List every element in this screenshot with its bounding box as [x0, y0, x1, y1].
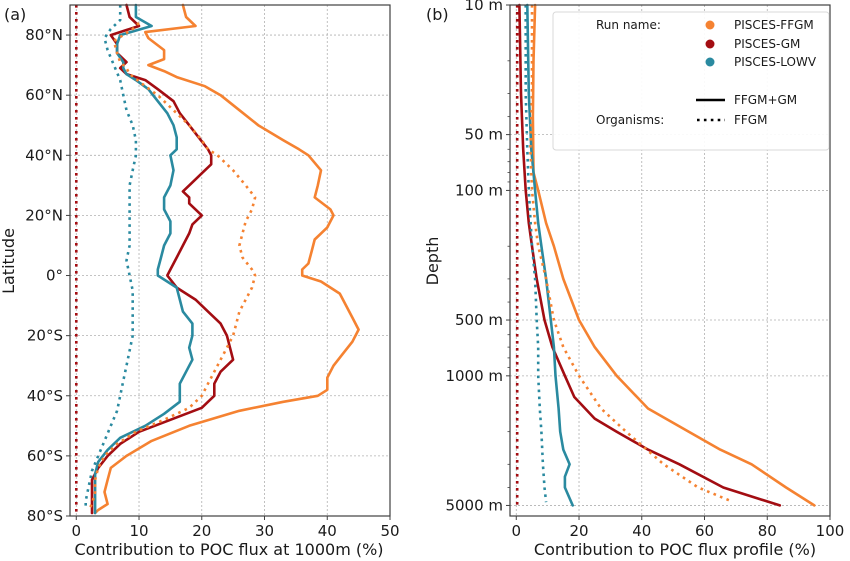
legend-style-solid: FFGM+GM	[734, 93, 797, 107]
legend: Run name: PISCES-FFGM PISCES-GM PISCES-L…	[552, 11, 830, 151]
legend-dot-pisces-gm	[705, 39, 715, 49]
y-tick-label: 60°S	[27, 447, 63, 465]
series-pisces-lowv-solid	[525, 3, 575, 507]
series-pisces-ffgm-solid	[531, 3, 816, 507]
y-tick-label: 10 m	[465, 0, 503, 14]
legend-dot-pisces-ffgm	[705, 20, 715, 30]
y-tick-label: 500 m	[455, 311, 503, 329]
x-tick-label: 0	[72, 522, 82, 540]
series-pisces-ffgm-dotted	[529, 5, 731, 502]
y-tick-label: 80°N	[25, 26, 63, 44]
series-pisces-gm-solid	[90, 3, 235, 515]
panel-b-ticks: 0 20 40 60 80 100 10 m 50 m 100 m 500 m 1000 m 5000…	[445, 0, 844, 540]
x-tick-label: 40	[318, 522, 337, 540]
panel-b-frame	[509, 4, 831, 517]
y-tick-label: 1000 m	[445, 367, 503, 385]
series-pisces-ffgm-dotted	[87, 22, 257, 511]
legend-run-pisces-ffgm: PISCES-FFGM	[734, 18, 814, 32]
panel-a-ticks: 0 10 20 30 40 50 80°N 60°N 40°N 20°N 0° 20°S 40°S 60°…	[25, 26, 399, 540]
y-tick-label: 40°N	[25, 146, 63, 164]
y-tick-label: 100 m	[455, 181, 503, 199]
legend-organisms-title: Organisms:	[596, 113, 664, 127]
x-tick-label: 50	[380, 522, 399, 540]
panel-b-x-axis-label: Contribution to POC flux profile (%)	[534, 540, 816, 559]
x-tick-label: 20	[569, 522, 588, 540]
y-tick-label: 20°S	[27, 327, 63, 345]
x-tick-label: 0	[512, 522, 522, 540]
legend-run-pisces-lowv: PISCES-LOWV	[734, 55, 817, 69]
y-tick-label: 40°S	[27, 387, 63, 405]
panel-a-y-axis-label: Latitude	[0, 228, 18, 294]
series-pisces-gm-solid	[518, 3, 782, 507]
x-tick-label: 20	[192, 522, 211, 540]
legend-run-title: Run name:	[596, 18, 661, 32]
y-tick-label: 60°N	[25, 86, 63, 104]
x-tick-label: 40	[632, 522, 651, 540]
panel-b-series	[515, 3, 816, 507]
y-tick-label: 5000 m	[445, 496, 503, 514]
x-tick-label: 60	[695, 522, 714, 540]
y-tick-label: 80°S	[27, 507, 63, 525]
legend-style-dotted: FFGM	[734, 113, 767, 127]
panel-a-x-axis-label: Contribution to POC flux at 1000m (%)	[74, 540, 383, 559]
legend-run-pisces-gm: PISCES-GM	[734, 37, 800, 51]
legend-dot-pisces-lowv	[705, 57, 715, 67]
x-tick-label: 30	[255, 522, 274, 540]
panel-b-label: (b)	[426, 5, 449, 24]
panel-a: 0 10 20 30 40 50 80°N 60°N 40°N 20°N 0° 20°S 40°S 60°…	[0, 3, 400, 559]
series-pisces-ffgm-solid	[93, 3, 360, 515]
y-tick-label: 50 m	[465, 126, 503, 144]
x-tick-label: 80	[758, 522, 777, 540]
y-tick-label: 0°	[46, 267, 63, 285]
legend-box	[552, 11, 830, 151]
x-tick-label: 10	[129, 522, 148, 540]
series-pisces-lowv-dotted	[84, 5, 138, 510]
panel-b-y-axis-label: Depth	[423, 237, 442, 286]
x-tick-label: 100	[816, 522, 845, 540]
series-pisces-lowv-solid	[93, 3, 194, 515]
panel-a-frame	[69, 4, 391, 517]
panel-b: 0 20 40 60 80 100 10 m 50 m 100 m 500 m 1000 m 5000…	[423, 0, 844, 559]
y-tick-label: 20°N	[25, 206, 63, 224]
panel-a-series	[75, 3, 360, 515]
panel-a-label: (a)	[4, 5, 26, 24]
